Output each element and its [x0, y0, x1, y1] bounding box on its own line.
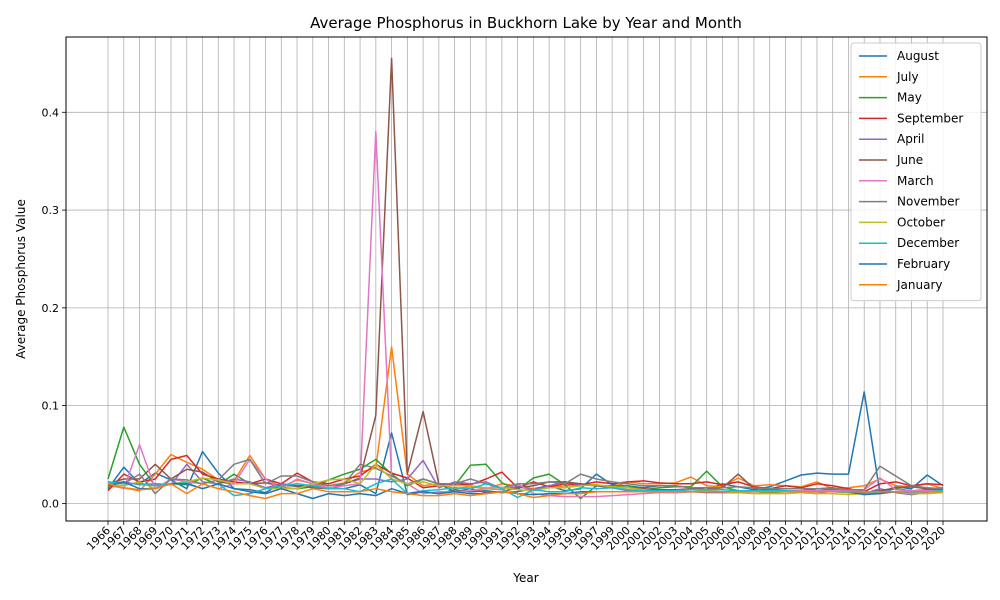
- legend-label: January: [896, 278, 943, 292]
- chart-title: Average Phosphorus in Buckhorn Lake by Y…: [310, 14, 742, 32]
- legend-label: July: [896, 70, 919, 84]
- legend-label: April: [897, 132, 924, 146]
- legend-label: August: [897, 49, 939, 63]
- y-tick-label: 0.0: [42, 497, 60, 510]
- plot-area-frame: [65, 36, 988, 522]
- y-tick-label: 0.3: [42, 204, 60, 217]
- grid: [66, 37, 987, 521]
- legend-label: March: [897, 174, 934, 188]
- legend-label: October: [897, 215, 945, 229]
- series-line-october: [107, 463, 944, 496]
- y-tick-label: 0.1: [42, 400, 60, 413]
- legend-box: [850, 42, 982, 302]
- legend-label: September: [897, 111, 963, 125]
- x-axis-label: Year: [512, 571, 538, 585]
- legend-label: May: [897, 91, 922, 105]
- legend-label: June: [896, 153, 923, 167]
- series-line-november: [107, 458, 944, 495]
- series-lines: [107, 57, 944, 500]
- series-line-january: [107, 483, 943, 500]
- y-tick-label: 0.2: [42, 302, 60, 315]
- legend-label: February: [897, 257, 950, 271]
- legend-label: November: [897, 195, 959, 209]
- legend: August July May September April June March Nove…: [850, 42, 982, 302]
- y-axis-label: Average Phosphorus Value: [14, 199, 28, 359]
- series-line-march: [107, 131, 943, 498]
- y-tick-label: 0.4: [42, 106, 60, 119]
- legend-label: December: [897, 236, 959, 250]
- y-axis: 0.0 0.1 0.2 0.3 0.4: [42, 106, 66, 510]
